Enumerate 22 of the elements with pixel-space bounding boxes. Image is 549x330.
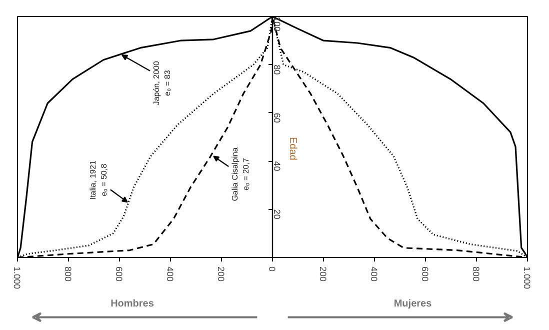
annotation: Italia, 1921 e₀ = 50,8 [88, 160, 108, 200]
x-tick-label: 600 [420, 266, 430, 282]
x-tick-label: 0 [267, 266, 277, 272]
x-tick-label: 400 [369, 266, 379, 282]
y-tick-label: 40 [272, 161, 282, 172]
x-tick-label: 1.000 [522, 266, 532, 290]
x-tick-label: 800 [471, 266, 481, 282]
y-tick-label: 60 [272, 112, 282, 123]
annotation: Japón, 2000 e₀ = 83 [152, 60, 172, 106]
y-tick-label: 80 [272, 64, 282, 75]
x-tick-label: 600 [114, 266, 124, 282]
x-tick-label: 400 [165, 266, 175, 282]
x-tick-label: 200 [318, 266, 328, 282]
annotation: Galia Cisalpina e₀ = 20,7 [230, 146, 250, 202]
x-tick-label: 1.000 [12, 266, 22, 290]
y-axis-title: Edad [287, 137, 298, 160]
text: Mujeres [394, 298, 432, 310]
x-tick-label: 800 [63, 266, 73, 282]
text: Hombres [110, 298, 154, 310]
y-tick-label: 100 [272, 16, 282, 32]
x-tick-label: 200 [216, 266, 226, 282]
y-tick-label: 20 [272, 209, 282, 220]
